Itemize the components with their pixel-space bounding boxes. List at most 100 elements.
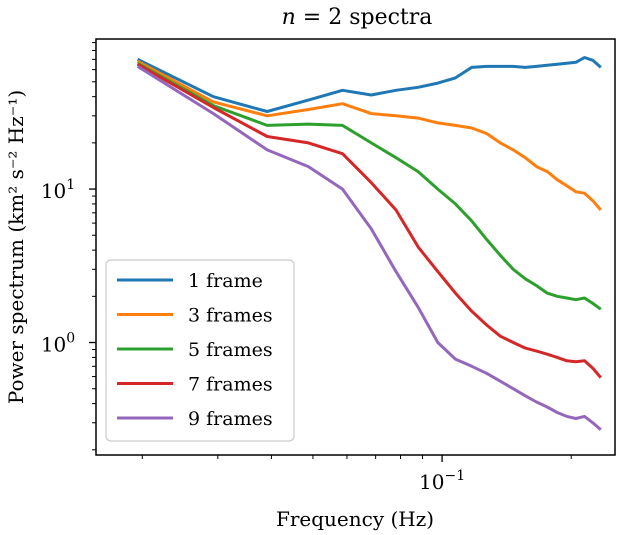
data-point-2-21	[583, 192, 586, 195]
data-point-3-14	[512, 268, 515, 271]
legend-item-4: 7 frames	[117, 374, 273, 396]
data-point-2-15	[524, 156, 527, 159]
data-point-1-2	[212, 95, 215, 98]
data-point-4-14	[512, 341, 515, 344]
legend-item-2: 3 frames	[117, 305, 273, 327]
data-point-3-12	[485, 238, 488, 241]
data-point-4-11	[470, 310, 473, 313]
series-line-5	[136, 65, 602, 431]
data-point-4-13	[499, 335, 502, 338]
data-point-1-23	[599, 66, 602, 69]
data-point-3-11	[470, 219, 473, 222]
series-line-2	[136, 59, 602, 211]
data-point-1-18	[556, 63, 559, 66]
legend-box	[105, 259, 295, 442]
data-point-1-11	[470, 66, 473, 69]
data-point-1-20	[574, 61, 577, 64]
data-point-5-17	[546, 406, 549, 409]
x-tick-label: 10−1	[419, 468, 465, 494]
data-point-4-5	[341, 152, 344, 155]
data-point-4-20	[574, 360, 577, 363]
data-point-5-1	[136, 65, 139, 68]
data-point-4-2	[212, 106, 215, 109]
series-layer	[136, 56, 602, 431]
data-point-1-8	[417, 86, 420, 89]
data-point-2-20	[574, 190, 577, 193]
data-point-5-5	[341, 188, 344, 191]
data-point-5-21	[583, 415, 586, 418]
data-point-3-21	[583, 297, 586, 300]
data-point-4-18	[556, 356, 559, 359]
y-axis: 100 101	[41, 42, 96, 451]
data-point-4-15	[524, 347, 527, 350]
data-point-3-3	[266, 124, 269, 127]
data-point-5-14	[512, 387, 515, 390]
data-point-5-11	[470, 365, 473, 368]
chart-title-var: n	[282, 5, 296, 30]
data-point-3-4	[307, 123, 310, 126]
data-point-5-9	[436, 341, 439, 344]
data-point-5-19	[565, 415, 568, 418]
data-point-4-23	[599, 376, 602, 379]
plot-frame	[95, 38, 616, 456]
series-line-1	[136, 56, 602, 113]
data-point-2-23	[599, 209, 602, 212]
data-point-3-22	[591, 302, 594, 305]
data-point-2-19	[565, 184, 568, 187]
series-line-4	[136, 62, 602, 379]
data-point-1-9	[436, 82, 439, 85]
y-axis-label: Power spectrum (km² s⁻² Hz⁻¹)	[4, 90, 28, 404]
data-point-2-18	[556, 178, 559, 181]
data-point-3-18	[556, 295, 559, 298]
data-point-3-17	[546, 292, 549, 295]
data-point-2-13	[499, 141, 502, 144]
data-point-4-4	[307, 141, 310, 144]
chart-title-rest: = 2 spectra	[296, 5, 433, 30]
data-point-4-12	[485, 324, 488, 327]
data-point-2-4	[307, 108, 310, 111]
data-point-4-22	[591, 367, 594, 370]
data-point-5-12	[485, 372, 488, 375]
data-point-1-5	[341, 89, 344, 92]
data-point-2-17	[546, 170, 549, 173]
data-point-4-10	[454, 292, 457, 295]
data-point-2-8	[417, 117, 420, 120]
data-point-1-17	[546, 64, 549, 67]
data-point-5-22	[591, 421, 594, 424]
data-point-5-16	[535, 401, 538, 404]
data-point-1-22	[591, 59, 594, 62]
data-point-3-8	[417, 170, 420, 173]
data-point-4-7	[395, 209, 398, 212]
data-point-3-9	[436, 188, 439, 191]
legend-label: 1 frame	[188, 270, 263, 292]
data-point-1-19	[565, 62, 568, 65]
data-point-2-2	[212, 100, 215, 103]
legend-label: 9 frames	[188, 408, 273, 430]
data-point-2-7	[395, 114, 398, 117]
x-axis-label: Frequency (Hz)	[276, 507, 434, 531]
data-point-2-12	[485, 132, 488, 135]
legend: 1 frame 3 frames 5 frames 7 frames 9 frames	[105, 259, 295, 442]
data-point-1-10	[454, 76, 457, 79]
data-point-2-22	[591, 199, 594, 202]
data-point-1-6	[370, 94, 373, 97]
data-point-3-16	[535, 284, 538, 287]
data-point-2-11	[470, 127, 473, 130]
data-point-2-14	[512, 148, 515, 151]
data-point-1-13	[499, 65, 502, 68]
data-point-1-14	[512, 65, 515, 68]
legend-item-5: 9 frames	[117, 408, 273, 430]
data-point-5-23	[599, 428, 602, 431]
data-point-1-4	[307, 99, 310, 102]
data-point-2-10	[454, 124, 457, 127]
data-point-3-6	[370, 141, 373, 144]
data-point-2-3	[266, 114, 269, 117]
data-point-1-3	[266, 110, 269, 113]
legend-label: 7 frames	[188, 374, 273, 396]
data-point-5-8	[417, 306, 420, 309]
data-point-5-3	[266, 148, 269, 151]
data-point-1-12	[485, 65, 488, 68]
data-point-4-21	[583, 359, 586, 362]
data-point-2-6	[370, 112, 373, 115]
